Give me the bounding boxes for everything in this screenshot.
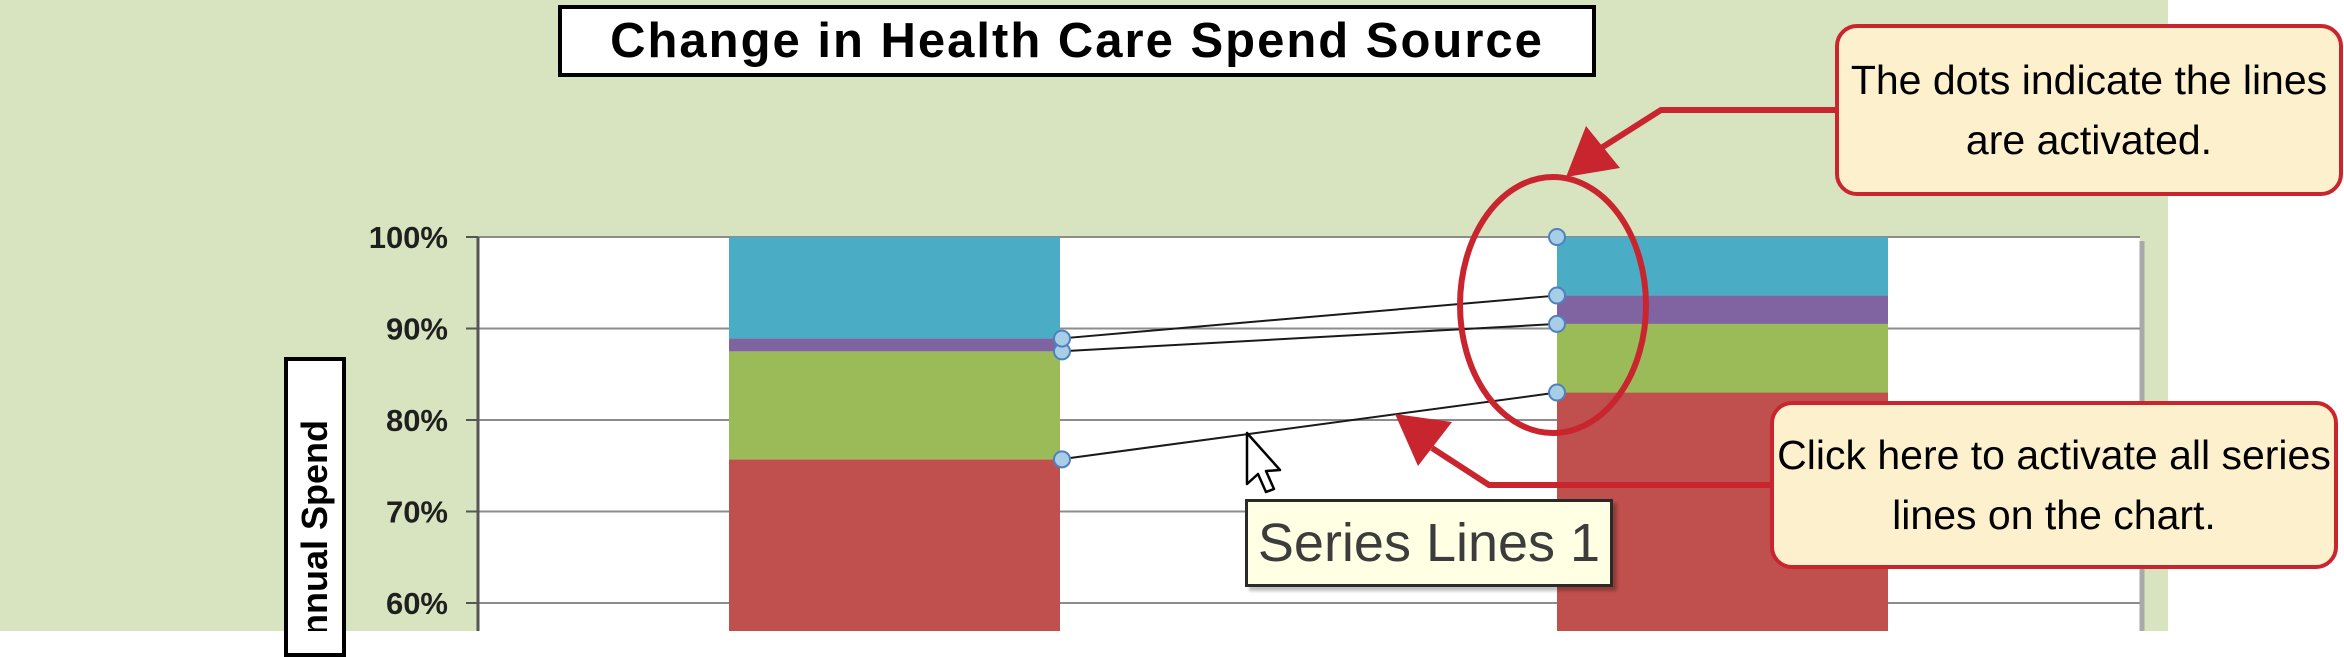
series-line-handle	[1548, 383, 1566, 402]
arrow-bottom-line	[1430, 445, 1770, 488]
y-tick-label: 100%	[369, 220, 448, 255]
series-line-1	[1059, 391, 1558, 461]
series-line-handle	[1053, 450, 1071, 469]
series-line-handle	[1053, 329, 1071, 348]
arrow-bottom-head	[1395, 414, 1452, 466]
bar-segment-s2-c2	[1557, 323, 1888, 393]
y-tick-label: 60%	[386, 586, 448, 621]
bar-segment-s3-c1	[729, 338, 1060, 352]
y-tick-label: 90%	[386, 312, 448, 347]
series-line-handle	[1548, 286, 1566, 305]
y-axis-title-clip: nnual Spend	[286, 359, 344, 631]
y-tick-label: 70%	[386, 495, 448, 530]
y-axis-title-box[interactable]	[284, 357, 346, 657]
bar-segment-s4-c2	[1557, 237, 1888, 296]
series-line-handle	[1548, 228, 1566, 246]
bar-segment-s3-c2	[1557, 295, 1888, 324]
callout-dots-activated: The dots indicate the lines are activate…	[1835, 24, 2343, 196]
series-lines-tooltip: Series Lines 1	[1245, 499, 1613, 587]
y-tick-label: 80%	[386, 403, 448, 438]
y-axis-title: nnual Spend	[294, 419, 335, 631]
callout-activate-series-lines: Click here to activate all series lines …	[1770, 401, 2338, 569]
mouse-cursor-icon	[1245, 431, 1282, 494]
chart-title[interactable]: Change in Health Care Spend Source	[558, 5, 1596, 77]
bar-segment-s4-c1	[729, 237, 1060, 339]
highlight-ellipse	[1457, 174, 1649, 436]
annotation-layer	[1245, 107, 1835, 494]
series-line-handle	[1548, 314, 1566, 333]
bar-segment-s2-c1	[729, 351, 1060, 460]
bar-segment-s1-c1	[729, 459, 1060, 631]
arrow-top-line	[1596, 107, 1835, 153]
arrow-top-head	[1566, 126, 1620, 177]
series-line-3	[1059, 294, 1558, 340]
series-line-2	[1059, 322, 1558, 353]
